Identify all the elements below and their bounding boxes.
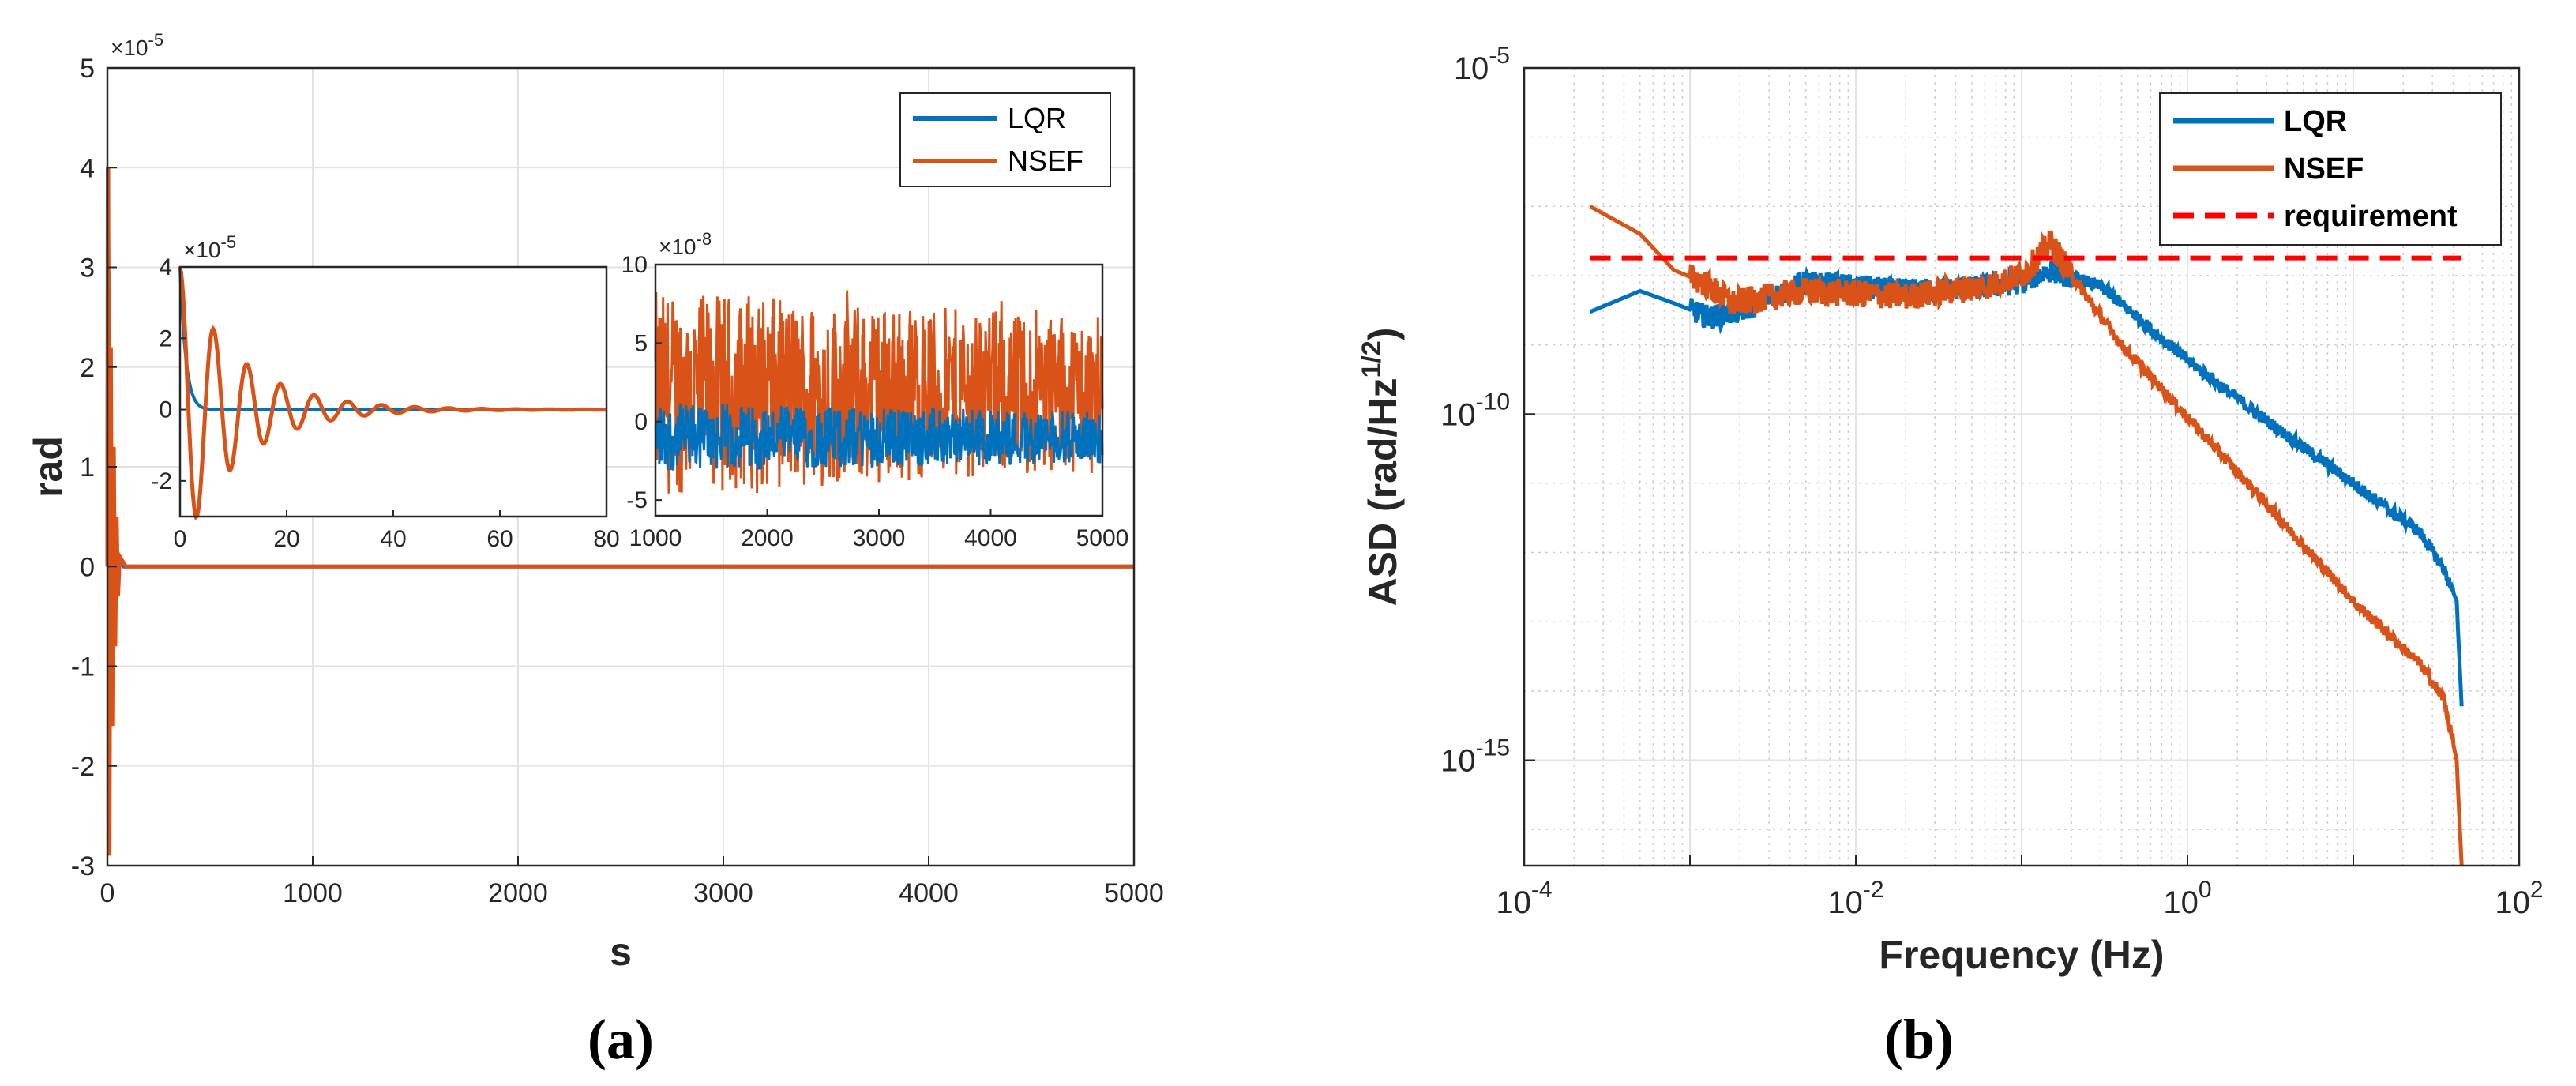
inset-1-x-tick-label: 60 [486, 526, 513, 552]
inset-1-y-tick-label: 0 [159, 397, 172, 423]
inset-2-exp-sup: -8 [697, 229, 712, 249]
panel-a-line-nsef [105, 167, 1134, 856]
panel-b-y-tick-label: 10-10 [1440, 389, 1510, 432]
caption-b: (b) [1884, 1008, 1954, 1071]
panel-a-exp-base: ×10 [111, 36, 148, 60]
panel-a-y-tick-label: -1 [71, 652, 95, 682]
inset-2-line-lqr [654, 403, 1104, 471]
inset-2-x-tick-label: 3000 [853, 525, 906, 551]
panel-a-exp-sup: -5 [148, 30, 164, 50]
inset-1-lines [178, 266, 606, 520]
inset-1-exp-base: ×10 [183, 238, 221, 262]
panel-a-x-label: s [610, 930, 632, 974]
panel-b-x-tick-base: 10 [2163, 885, 2199, 920]
panel-a-y-tick-label: 1 [80, 453, 95, 483]
panel-b-x-tick-base: 10 [1496, 885, 1531, 920]
inset-1-ticks: 0 20 40 60 80 -2 0 2 4 [151, 254, 619, 552]
panel-a-x-tick-label: 5000 [1104, 878, 1164, 908]
inset-1-x-tick-label: 0 [174, 526, 187, 552]
panel-b-x-tick-label: 10-4 [1496, 877, 1552, 920]
panel-b-x-tick-exp: -2 [1863, 877, 1884, 903]
inset-1-y-tick-label: 4 [159, 254, 172, 280]
inset-2-exp-base: ×10 [659, 235, 697, 259]
panel-b-legend-nsef-label: NSEF [2284, 152, 2364, 186]
panel-b-x-tick-exp: 2 [2530, 877, 2544, 903]
panel-a-x-tick-label: 1000 [283, 878, 343, 908]
panel-b-y-tick-label: 10-5 [1454, 43, 1510, 86]
panel-b-y-label-superscript: 1/2 [1357, 340, 1387, 378]
inset-2-x-tick-label: 4000 [964, 525, 1017, 551]
panel-a-x-tick-label: 4000 [899, 878, 959, 908]
inset-1-x-tick-label: 40 [380, 526, 406, 552]
panel-b-legend-lqr-label: LQR [2284, 105, 2347, 138]
panel-a-y-tick-label: 2 [80, 353, 95, 383]
panel-a-y-tick-label: 3 [80, 254, 95, 284]
caption-a: (a) [588, 1008, 654, 1071]
panel-b-y-tick-base: 10 [1440, 744, 1476, 779]
inset-1-y-exponent: ×10-5 [183, 232, 236, 262]
panel-b-x-tick-label: 100 [2163, 877, 2211, 920]
panel-a-legend-lqr-label: LQR [1008, 102, 1066, 134]
panel-a-y-tick-label: 0 [80, 552, 95, 582]
inset-2-ticks: 1000 2000 3000 4000 5000 -5 0 5 10 [621, 252, 1129, 551]
panel-a-y-tick-label: -3 [71, 851, 95, 881]
inset-1-y-tick-label: 2 [159, 325, 172, 351]
inset-1-y-tick-label: -2 [151, 468, 172, 494]
inset-2-x-tick-label: 5000 [1076, 525, 1129, 551]
panel-b-x-tick-exp: -4 [1531, 877, 1553, 903]
panel-b-y-label-close: ) [1361, 328, 1405, 341]
inset-2-y-tick-label: -5 [626, 487, 648, 513]
panel-b-y-tick-exp: -5 [1489, 43, 1510, 69]
panel-a-y-tick-label: 5 [80, 54, 95, 84]
panel-a-x-tick-label: 3000 [693, 878, 753, 908]
panel-a-x-tick-label: 0 [100, 878, 115, 908]
panel-a-y-exponent: ×10-5 [111, 30, 163, 60]
panel-a-legend-nsef-label: NSEF [1008, 145, 1083, 177]
inset-1-x-tick-label: 80 [593, 526, 619, 552]
panel-b-y-tick-base: 10 [1454, 51, 1489, 86]
inset-2-y-tick-label: 10 [621, 252, 648, 278]
inset-2: 1000 2000 3000 4000 5000 -5 0 5 10 ×10-8 [621, 229, 1129, 551]
panel-b-y-tick-exp: -15 [1476, 735, 1510, 761]
panel-b-legend-requirement-label: requirement [2284, 200, 2458, 233]
panel-b-legend: LQR NSEF requirement [2159, 92, 2502, 246]
panel-b-y-tick-label: 10-15 [1440, 735, 1510, 779]
panel-a-y-tick-label: -2 [71, 752, 95, 782]
panel-a-y-label: rad [26, 436, 70, 498]
panel-b-x-tick-base: 10 [1827, 885, 1863, 920]
panel-b-x-tick-base: 10 [2495, 885, 2530, 920]
panel-b-y-label: ASD (rad/Hz1/2) [1357, 328, 1405, 607]
panel-b-line-nsef [1589, 205, 2464, 866]
inset-2-lines [654, 290, 1104, 494]
inset-2-y-tick-label: 0 [634, 409, 648, 435]
inset-2-x-tick-label: 2000 [741, 525, 794, 551]
inset-2-x-tick-label: 1000 [629, 525, 682, 551]
inset-1-background [180, 267, 606, 517]
inset-1: 0 20 40 60 80 -2 0 2 4 ×10-5 [151, 232, 619, 552]
panel-b-x-tick-exp: 0 [2199, 877, 2212, 903]
panel-a-x-tick-label: 2000 [488, 878, 548, 908]
panel-b-y-tick-exp: -10 [1476, 389, 1510, 415]
inset-1-x-tick-label: 20 [273, 526, 299, 552]
inset-2-y-tick-label: 5 [634, 330, 648, 356]
panel-b-x-tick-label: 102 [2495, 877, 2543, 920]
panel-b-x-label: Frequency (Hz) [1879, 933, 2164, 977]
inset-1-line-nsef [178, 266, 606, 520]
inset-1-exp-sup: -5 [221, 232, 237, 252]
panel-b-y-label-text: ASD (rad/Hz [1361, 378, 1405, 607]
panel-b-lines [1589, 205, 2464, 866]
panel-a-legend-box [899, 92, 1111, 187]
panel-a-y-tick-label: 4 [80, 153, 95, 183]
panel-b-x-tick-label: 10-2 [1827, 877, 1883, 920]
panel-b-y-tick-base: 10 [1440, 397, 1476, 432]
panel-a-legend: LQR NSEF [899, 92, 1111, 187]
inset-2-y-exponent: ×10-8 [659, 229, 712, 259]
